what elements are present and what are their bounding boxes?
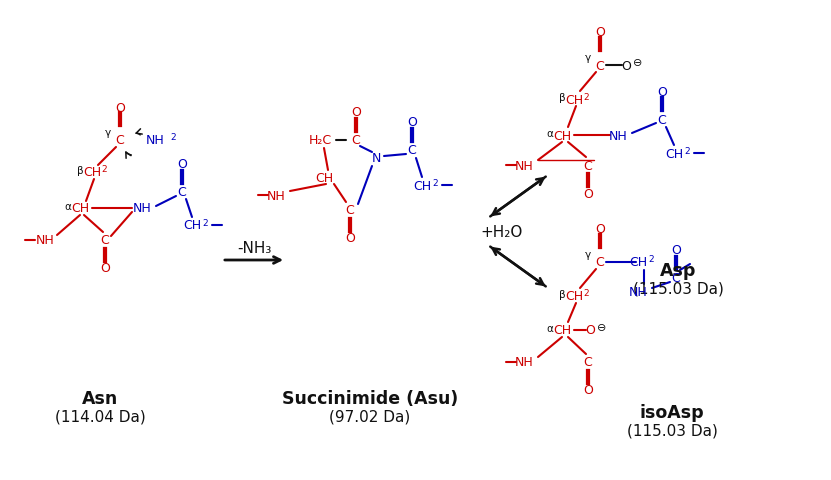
Text: NH: NH (145, 134, 165, 147)
Text: C: C (583, 159, 593, 172)
Text: C: C (596, 60, 604, 72)
Text: CH: CH (565, 290, 583, 303)
Text: 2: 2 (684, 146, 690, 155)
Text: CH: CH (183, 219, 201, 232)
Text: CH: CH (413, 179, 431, 192)
Text: C: C (178, 186, 186, 199)
Text: O: O (100, 262, 110, 275)
Text: C: C (101, 234, 110, 247)
Text: O: O (671, 244, 681, 257)
Text: CH: CH (553, 324, 571, 337)
Text: α: α (547, 129, 553, 139)
Text: α: α (547, 324, 553, 333)
Text: O: O (583, 187, 593, 200)
Text: O: O (177, 158, 187, 171)
Text: O: O (657, 85, 667, 98)
Text: 2: 2 (202, 218, 208, 227)
Text: C: C (671, 272, 681, 285)
Text: O: O (583, 384, 593, 396)
Text: C: C (583, 356, 593, 369)
Text: O: O (345, 232, 355, 245)
Text: NH: NH (514, 356, 534, 369)
Text: 2: 2 (648, 255, 654, 264)
Text: O: O (585, 324, 595, 337)
Text: NH: NH (133, 202, 151, 215)
Text: ⊖: ⊖ (633, 58, 642, 68)
Text: 2: 2 (583, 289, 589, 298)
Text: Asn: Asn (82, 389, 118, 407)
Text: β: β (558, 289, 565, 300)
Text: O: O (407, 116, 417, 129)
Text: CH: CH (71, 202, 89, 215)
Text: (97.02 Da): (97.02 Da) (329, 408, 411, 424)
Text: C: C (346, 204, 354, 217)
Text: (115.03 Da): (115.03 Da) (632, 281, 724, 296)
Text: CH: CH (565, 93, 583, 106)
Text: γ: γ (585, 53, 591, 63)
Text: C: C (352, 134, 361, 147)
Text: O: O (351, 106, 361, 119)
Text: γ: γ (585, 250, 591, 260)
Text: ⊖: ⊖ (597, 323, 607, 332)
Text: CH: CH (629, 256, 647, 269)
Text: 2: 2 (101, 165, 107, 174)
Text: NH: NH (514, 159, 534, 172)
Text: CH: CH (553, 129, 571, 142)
Text: 2: 2 (170, 133, 175, 142)
Text: (114.04 Da): (114.04 Da) (55, 408, 145, 424)
Text: 2: 2 (432, 178, 438, 187)
Text: C: C (408, 144, 416, 157)
Text: O: O (595, 223, 605, 236)
Text: NH: NH (267, 189, 285, 202)
Text: γ: γ (105, 128, 111, 138)
Text: 2: 2 (583, 92, 589, 101)
Text: H₂C: H₂C (308, 134, 332, 147)
Text: α: α (65, 202, 71, 212)
Text: O: O (115, 101, 125, 114)
Text: β: β (76, 166, 83, 176)
Text: NH: NH (36, 234, 54, 247)
Text: CH: CH (83, 166, 101, 179)
Text: Asp: Asp (660, 262, 696, 279)
Text: β: β (558, 93, 565, 103)
Text: -NH₃: -NH₃ (237, 241, 271, 256)
Text: Succinimide (Asu): Succinimide (Asu) (282, 389, 458, 407)
Text: C: C (596, 256, 604, 269)
Text: O: O (621, 60, 631, 72)
Text: O: O (595, 26, 605, 39)
Text: N: N (371, 152, 381, 165)
Text: CH: CH (315, 172, 333, 185)
Text: C: C (657, 113, 666, 126)
Text: NH: NH (608, 129, 627, 142)
Text: C: C (116, 134, 125, 147)
Text: isoAsp: isoAsp (640, 403, 705, 421)
Text: +H₂O: +H₂O (481, 225, 524, 240)
Text: CH: CH (665, 147, 683, 160)
Text: NH: NH (628, 286, 647, 299)
Text: (115.03 Da): (115.03 Da) (627, 422, 717, 438)
